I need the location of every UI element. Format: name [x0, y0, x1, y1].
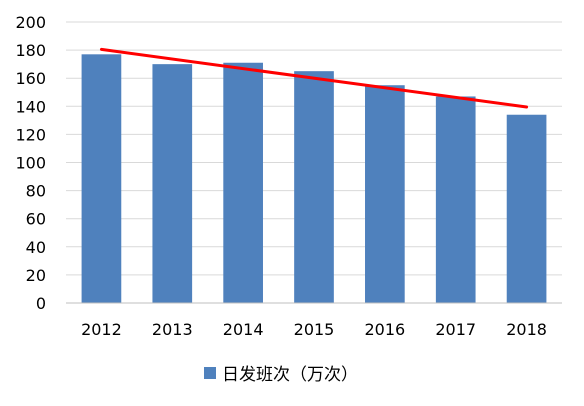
bar-2017	[435, 96, 476, 303]
bar-2013	[152, 64, 193, 304]
y-tick-label: 20	[26, 266, 46, 285]
bar-2012	[81, 54, 122, 303]
bar-2016	[365, 85, 405, 303]
y-tick-label: 140	[15, 97, 46, 116]
y-tick-label: 200	[15, 13, 46, 32]
x-axis-tick-labels: 2012 2013 2014 2015 2016 2017 2018	[81, 320, 547, 339]
legend-label: 日发班次（万次）	[222, 365, 358, 385]
y-tick-label: 60	[26, 210, 46, 229]
y-tick-label: 80	[26, 182, 46, 201]
bars	[81, 54, 547, 304]
trendline-group	[99, 47, 529, 109]
x-tick-label-2016: 2016	[364, 320, 405, 339]
y-tick-label: 120	[15, 125, 46, 144]
y-tick-label: 180	[15, 41, 46, 60]
y-tick-label: 160	[15, 69, 46, 88]
y-tick-label: 40	[26, 238, 46, 257]
x-tick-label-2014: 2014	[223, 320, 264, 339]
bar-2014	[223, 62, 263, 304]
x-tick-label-2012: 2012	[81, 320, 122, 339]
bar-2015	[294, 71, 334, 303]
legend-swatch	[204, 367, 216, 379]
trendline	[99, 47, 529, 109]
x-tick-label-2013: 2013	[152, 320, 193, 339]
y-tick-label: 0	[36, 294, 46, 313]
y-tick-label: 100	[15, 154, 46, 173]
x-tick-label-2015: 2015	[294, 320, 335, 339]
y-axis-tick-labels: 0 20 40 60 80 100 120 140 160 180 200	[15, 13, 46, 313]
x-tick-label-2018: 2018	[506, 320, 547, 339]
legend: 日发班次（万次）	[204, 365, 358, 385]
bar-2018	[506, 114, 547, 303]
x-tick-label-2017: 2017	[435, 320, 476, 339]
